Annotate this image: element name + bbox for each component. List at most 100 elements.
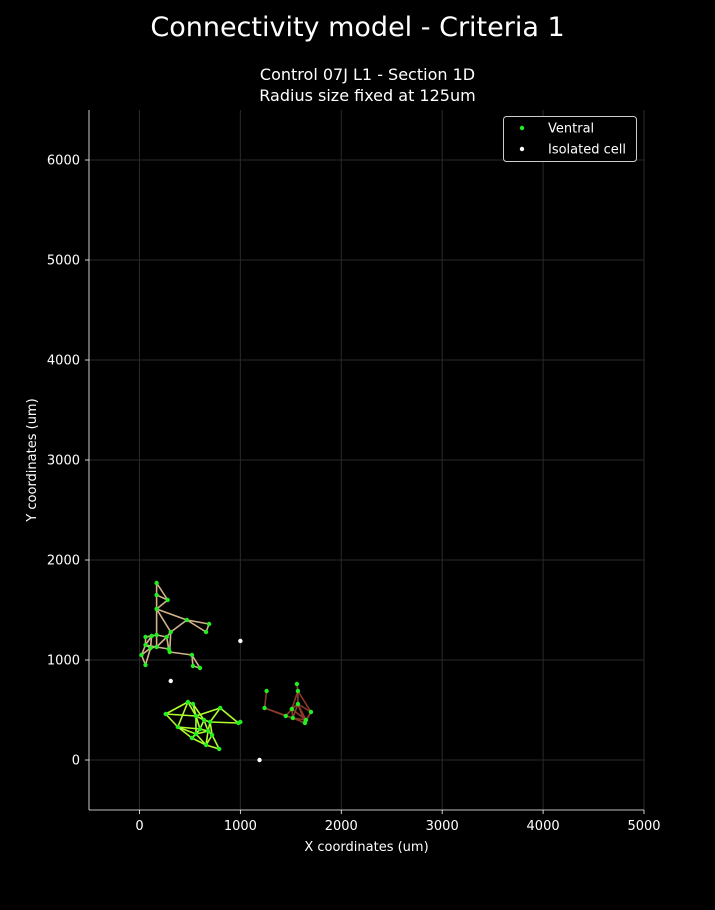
- connection-edge: [297, 690, 312, 713]
- y-tick-label: 1000: [47, 654, 80, 669]
- y-axis-label: Y coordinates (um): [25, 398, 40, 522]
- ventral-point: [295, 688, 301, 694]
- connection-edge: [156, 599, 169, 610]
- ventral-point: [264, 688, 269, 694]
- connection-edges: [140, 582, 312, 750]
- connection-edge: [144, 647, 152, 666]
- ventral-point: [154, 580, 159, 586]
- ventral-point: [149, 633, 154, 639]
- ventral-point: [154, 606, 159, 612]
- ventral-point: [216, 746, 222, 752]
- x-tick-label: 4000: [527, 819, 560, 834]
- isolated-cell-point: [257, 757, 262, 763]
- ventral-point: [295, 701, 301, 707]
- grid-lines: [89, 110, 645, 810]
- y-tick-label: 2000: [47, 554, 80, 569]
- ventral-point: [190, 663, 196, 669]
- connection-edge: [165, 713, 179, 728]
- connection-edge: [177, 726, 193, 739]
- ventral-point: [154, 632, 159, 638]
- ventral-point: [168, 629, 173, 635]
- connection-edge: [263, 690, 268, 709]
- legend-marker: [519, 125, 525, 131]
- ventral-point: [302, 720, 308, 726]
- ventral-point: [143, 662, 148, 668]
- data-points: [139, 580, 314, 763]
- x-tick-label: 2000: [325, 819, 358, 834]
- x-tick-label: 5000: [627, 819, 660, 834]
- ventral-point: [189, 735, 195, 741]
- connection-edge: [156, 608, 188, 621]
- ventral-point: [190, 701, 196, 707]
- ventral-point: [283, 713, 288, 719]
- isolated-cell-point: [168, 678, 173, 684]
- legend-label: Isolated cell: [548, 143, 626, 158]
- y-tick-label: 0: [72, 754, 80, 769]
- legend-box: [503, 116, 637, 162]
- connection-edge: [291, 708, 307, 721]
- connection-edge: [187, 701, 197, 717]
- y-axis-ticks: 0 1000 2000 3000 4000 5000 6000: [47, 154, 89, 769]
- connection-edge: [169, 651, 193, 656]
- ventral-point: [308, 709, 314, 715]
- connection-edge: [177, 726, 197, 735]
- ventral-point: [189, 652, 195, 658]
- ventral-point: [217, 705, 223, 711]
- ventral-point: [143, 634, 148, 640]
- connection-edge: [186, 619, 210, 625]
- connection-edge: [191, 654, 201, 669]
- ventral-point: [165, 597, 170, 603]
- ventral-point: [193, 731, 199, 737]
- connection-edge: [210, 721, 239, 724]
- chart-title: Connectivity model - Criteria 1: [150, 12, 565, 43]
- isolated-cell-point: [238, 638, 243, 644]
- connection-edge: [156, 636, 168, 648]
- ventral-point: [154, 644, 159, 650]
- y-tick-label: 5000: [47, 254, 80, 269]
- connection-edge: [186, 619, 207, 633]
- y-tick-label: 6000: [47, 154, 80, 169]
- connection-edge: [297, 703, 312, 713]
- connection-edge: [205, 730, 209, 746]
- connection-edge: [195, 733, 207, 746]
- ventral-point: [289, 706, 295, 712]
- ventral-point: [206, 621, 212, 627]
- legend-marker: [519, 146, 525, 152]
- connection-edge: [291, 690, 299, 710]
- subtitle-line-1: Control 07J L1 - Section 1D: [259, 65, 476, 84]
- x-tick-label: 3000: [426, 819, 459, 834]
- ventral-point: [193, 713, 199, 719]
- ventral-point: [207, 719, 213, 725]
- ventral-point: [148, 645, 153, 651]
- connection-edge: [205, 744, 220, 750]
- ventral-point: [164, 634, 169, 640]
- y-tick-label: 3000: [47, 454, 80, 469]
- connection-edge: [155, 582, 169, 601]
- legend: Ventral Isolated cell: [503, 116, 637, 162]
- connection-edge: [211, 734, 220, 750]
- connection-edge: [170, 619, 188, 633]
- x-axis-ticks: 0 1000 2000 3000 4000 5000: [135, 810, 661, 834]
- ventral-point: [290, 715, 296, 721]
- connection-edge: [209, 707, 221, 723]
- ventral-point: [139, 652, 144, 658]
- ventral-point: [184, 617, 190, 623]
- connection-edge: [219, 707, 239, 724]
- ventral-point: [209, 732, 215, 738]
- chart-subtitle: Control 07J L1 - Section 1D Radius size …: [0, 64, 715, 106]
- legend-label: Ventral: [548, 122, 594, 137]
- ventral-point: [143, 642, 148, 648]
- ventral-point: [154, 592, 159, 598]
- ventral-point: [197, 726, 203, 732]
- ventral-point: [203, 742, 209, 748]
- ventral-point: [175, 724, 180, 730]
- ventral-point: [201, 717, 207, 723]
- ventral-point: [238, 719, 243, 725]
- ventral-point: [205, 728, 211, 734]
- ventral-point: [197, 665, 203, 671]
- ventral-point: [203, 629, 209, 635]
- ventral-point: [163, 711, 168, 717]
- connection-edge: [195, 707, 221, 717]
- ventral-point: [167, 649, 172, 655]
